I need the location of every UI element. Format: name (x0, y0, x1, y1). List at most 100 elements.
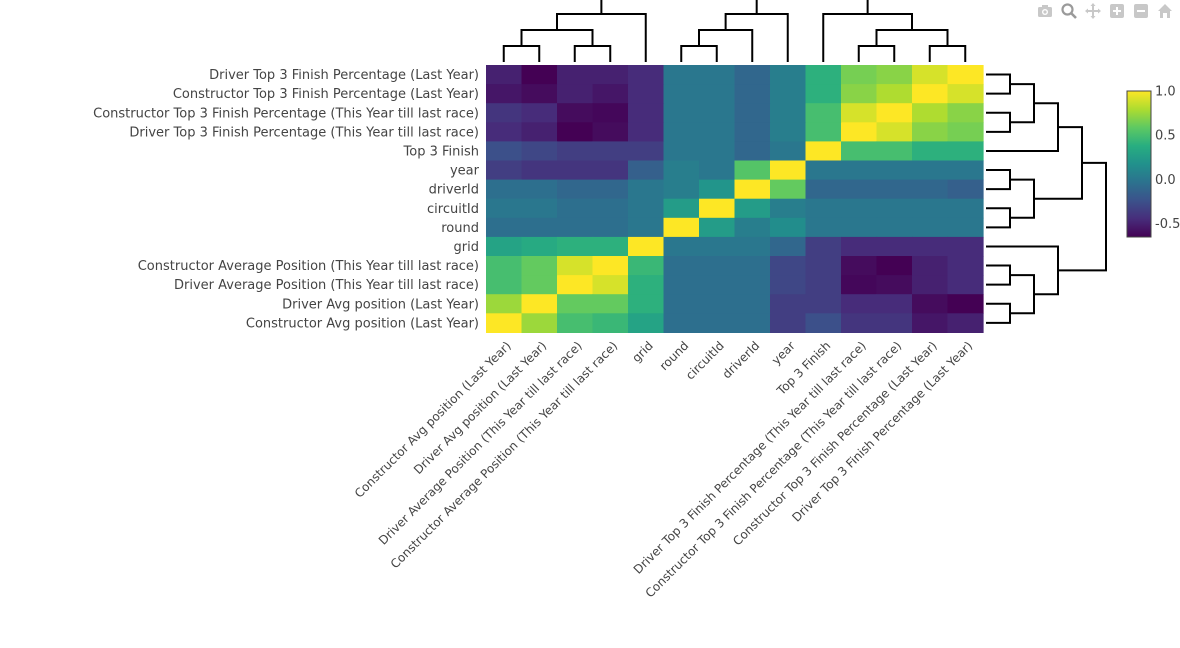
heatmap-cell[interactable] (592, 84, 629, 104)
heatmap-cell[interactable] (947, 217, 984, 238)
heatmap-cell[interactable] (557, 256, 594, 276)
heatmap-cell[interactable] (699, 84, 736, 104)
heatmap-cell[interactable] (521, 313, 558, 333)
heatmap-cell[interactable] (912, 294, 949, 314)
heatmap-cell[interactable] (876, 122, 913, 142)
heatmap-cell[interactable] (557, 65, 594, 85)
heatmap-cell[interactable] (592, 141, 629, 162)
heatmap-cell[interactable] (947, 179, 984, 200)
heatmap-cell[interactable] (699, 179, 736, 200)
heatmap-grid[interactable] (486, 65, 984, 333)
heatmap-cell[interactable] (628, 256, 665, 276)
heatmap-cell[interactable] (628, 179, 665, 200)
heatmap-cell[interactable] (876, 141, 913, 162)
heatmap-cell[interactable] (912, 256, 949, 276)
heatmap-cell[interactable] (734, 236, 771, 257)
heatmap-cell[interactable] (663, 160, 700, 181)
heatmap-cell[interactable] (663, 256, 700, 276)
heatmap-cell[interactable] (663, 313, 700, 333)
heatmap-cell[interactable] (912, 198, 949, 219)
heatmap-cell[interactable] (841, 294, 878, 314)
heatmap-cell[interactable] (770, 122, 807, 142)
heatmap-cell[interactable] (486, 217, 523, 238)
heatmap-cell[interactable] (592, 236, 629, 257)
heatmap-cell[interactable] (947, 84, 984, 104)
heatmap-cell[interactable] (486, 65, 523, 85)
heatmap-cell[interactable] (663, 275, 700, 295)
heatmap-cell[interactable] (912, 236, 949, 257)
heatmap-cell[interactable] (663, 236, 700, 257)
heatmap-cell[interactable] (592, 103, 629, 123)
heatmap-cell[interactable] (663, 65, 700, 85)
heatmap-cell[interactable] (557, 84, 594, 104)
heatmap-cell[interactable] (912, 313, 949, 333)
zoom-icon[interactable] (1060, 2, 1078, 20)
zoom-in-icon[interactable] (1108, 2, 1126, 20)
heatmap-cell[interactable] (876, 313, 913, 333)
heatmap-cell[interactable] (592, 122, 629, 142)
heatmap-cell[interactable] (770, 103, 807, 123)
heatmap-cell[interactable] (805, 84, 842, 104)
heatmap-cell[interactable] (734, 84, 771, 104)
heatmap-cell[interactable] (592, 217, 629, 238)
heatmap-cell[interactable] (592, 198, 629, 219)
heatmap-cell[interactable] (699, 236, 736, 257)
heatmap-cell[interactable] (557, 141, 594, 162)
heatmap-cell[interactable] (699, 198, 736, 219)
heatmap-cell[interactable] (734, 141, 771, 162)
heatmap-cell[interactable] (841, 217, 878, 238)
heatmap-cell[interactable] (557, 122, 594, 142)
heatmap-cell[interactable] (947, 275, 984, 295)
heatmap-cell[interactable] (557, 217, 594, 238)
heatmap-cell[interactable] (699, 256, 736, 276)
heatmap-cell[interactable] (699, 313, 736, 333)
heatmap-cell[interactable] (663, 217, 700, 238)
heatmap-cell[interactable] (805, 179, 842, 200)
heatmap-cell[interactable] (912, 217, 949, 238)
heatmap-cell[interactable] (770, 313, 807, 333)
heatmap-cell[interactable] (486, 256, 523, 276)
heatmap-cell[interactable] (699, 141, 736, 162)
heatmap-cell[interactable] (628, 294, 665, 314)
heatmap-cell[interactable] (521, 256, 558, 276)
heatmap-cell[interactable] (947, 313, 984, 333)
heatmap-cell[interactable] (592, 256, 629, 276)
heatmap-cell[interactable] (699, 103, 736, 123)
heatmap-cell[interactable] (876, 84, 913, 104)
heatmap-cell[interactable] (770, 84, 807, 104)
heatmap-cell[interactable] (486, 141, 523, 162)
heatmap-cell[interactable] (592, 294, 629, 314)
heatmap-cell[interactable] (699, 294, 736, 314)
heatmap-cell[interactable] (805, 122, 842, 142)
heatmap-cell[interactable] (557, 103, 594, 123)
heatmap-cell[interactable] (628, 141, 665, 162)
heatmap-cell[interactable] (521, 294, 558, 314)
heatmap-cell[interactable] (734, 313, 771, 333)
heatmap-cell[interactable] (912, 141, 949, 162)
heatmap-cell[interactable] (805, 198, 842, 219)
heatmap-cell[interactable] (628, 236, 665, 257)
heatmap-cell[interactable] (947, 160, 984, 181)
heatmap-cell[interactable] (947, 65, 984, 85)
heatmap-cell[interactable] (628, 122, 665, 142)
heatmap-cell[interactable] (699, 217, 736, 238)
heatmap-cell[interactable] (663, 198, 700, 219)
heatmap-cell[interactable] (841, 122, 878, 142)
heatmap-cell[interactable] (699, 122, 736, 142)
heatmap-cell[interactable] (521, 103, 558, 123)
heatmap-cell[interactable] (628, 217, 665, 238)
heatmap-cell[interactable] (628, 275, 665, 295)
heatmap-cell[interactable] (912, 160, 949, 181)
heatmap-cell[interactable] (592, 275, 629, 295)
heatmap-cell[interactable] (770, 236, 807, 257)
heatmap-cell[interactable] (805, 160, 842, 181)
heatmap-cell[interactable] (734, 256, 771, 276)
heatmap-cell[interactable] (486, 84, 523, 104)
heatmap-cell[interactable] (947, 236, 984, 257)
heatmap-cell[interactable] (841, 313, 878, 333)
heatmap-cell[interactable] (770, 256, 807, 276)
heatmap-cell[interactable] (699, 160, 736, 181)
heatmap-cell[interactable] (557, 275, 594, 295)
heatmap-cell[interactable] (876, 256, 913, 276)
heatmap-cell[interactable] (521, 236, 558, 257)
